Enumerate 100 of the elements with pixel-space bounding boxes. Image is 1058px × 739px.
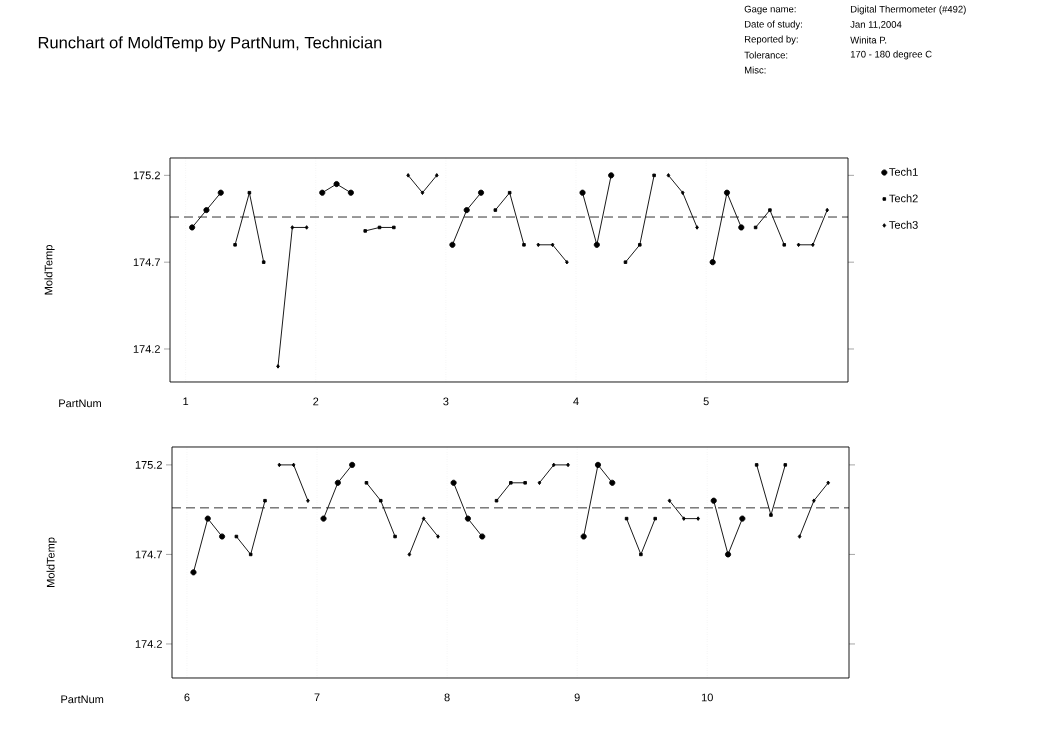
- point: [217, 189, 224, 196]
- point: [393, 534, 397, 539]
- point: [709, 259, 716, 266]
- point: [639, 552, 643, 557]
- x-tick-label: 1: [183, 397, 189, 406]
- point: [666, 173, 671, 178]
- point: [306, 498, 310, 503]
- x-tick-label: 8: [444, 693, 450, 702]
- point: [565, 259, 569, 265]
- y-tick-label: 174.2: [135, 640, 162, 648]
- y-tick-label: 174.2: [133, 345, 160, 353]
- point: [796, 242, 801, 248]
- point: [826, 480, 830, 486]
- point: [682, 516, 686, 521]
- text: Date of study:: [744, 20, 802, 30]
- point: [463, 207, 470, 214]
- point: [450, 479, 457, 486]
- x-tick-label: 2: [313, 397, 319, 406]
- point: [768, 208, 772, 212]
- point: [464, 515, 471, 522]
- x-tick-label: 9: [574, 693, 580, 702]
- point: [263, 498, 267, 503]
- point: [797, 534, 802, 539]
- point: [290, 225, 295, 230]
- x-axis-title: PartNum: [61, 695, 104, 704]
- point: [407, 552, 412, 557]
- point: [593, 241, 600, 248]
- point: [349, 461, 356, 468]
- point: [580, 533, 587, 540]
- point: [334, 479, 341, 486]
- point: [652, 173, 656, 178]
- point: [738, 224, 745, 231]
- point: [812, 498, 816, 503]
- point: [754, 463, 759, 467]
- chart-title: Runchart of MoldTemp by PartNum, Technician: [38, 36, 382, 52]
- point: [204, 515, 211, 522]
- point: [680, 190, 685, 195]
- x-tick-label: 4: [573, 397, 579, 406]
- legend-label: Tech2: [889, 194, 918, 203]
- point: [406, 173, 410, 178]
- point: [624, 516, 629, 521]
- point: [653, 516, 657, 521]
- point: [319, 189, 326, 196]
- point: [566, 462, 570, 468]
- point: [493, 208, 498, 212]
- y-axis-title: MoldTemp: [46, 537, 57, 587]
- point: [769, 513, 773, 517]
- text: Digital Thermometer (#492): [850, 5, 966, 15]
- x-axis-title: PartNum: [59, 399, 101, 408]
- point: [219, 533, 226, 540]
- legend-label: Tech3: [889, 220, 918, 229]
- point: [783, 463, 788, 467]
- text: 170 - 180 degree C: [850, 50, 932, 60]
- x-tick-label: 7: [314, 693, 320, 702]
- x-tick-label: 3: [443, 397, 449, 406]
- point: [537, 480, 542, 486]
- point: [333, 180, 340, 188]
- text: Winita P.: [850, 36, 887, 44]
- point: [277, 462, 282, 468]
- point: [377, 225, 382, 230]
- point: [608, 172, 615, 179]
- point: [320, 515, 327, 522]
- point: [436, 534, 440, 539]
- point: [723, 189, 731, 196]
- point: [509, 481, 513, 485]
- point: [364, 481, 369, 485]
- point: [291, 462, 296, 468]
- y-axis-title: MoldTemp: [44, 245, 55, 295]
- point: [638, 243, 642, 247]
- text: Jan 11,2004: [850, 21, 902, 29]
- point: [536, 242, 541, 248]
- legend-label: Tech1: [889, 167, 918, 176]
- y-tick-label: 174.7: [133, 258, 160, 266]
- point: [724, 551, 732, 558]
- point: [667, 498, 672, 503]
- point: [579, 189, 586, 196]
- point: [696, 516, 700, 521]
- point: [494, 498, 499, 503]
- text: Reported by:: [744, 35, 798, 45]
- y-tick-label: 174.7: [135, 550, 162, 559]
- x-tick-label: 5: [703, 397, 709, 406]
- point: [811, 242, 815, 248]
- point: [739, 515, 746, 522]
- point: [261, 260, 266, 264]
- point: [247, 190, 252, 195]
- point: [434, 173, 439, 178]
- point: [522, 243, 526, 247]
- point: [825, 207, 829, 213]
- point: [550, 242, 555, 248]
- point: [782, 243, 786, 247]
- point: [695, 225, 699, 230]
- point: [203, 207, 210, 214]
- point: [507, 190, 512, 195]
- x-tick-label: 10: [701, 693, 713, 702]
- point: [479, 533, 486, 540]
- point: [594, 461, 602, 468]
- point: [710, 497, 717, 504]
- point: [392, 225, 396, 230]
- point: [248, 552, 253, 557]
- x-tick-label: 6: [184, 693, 190, 702]
